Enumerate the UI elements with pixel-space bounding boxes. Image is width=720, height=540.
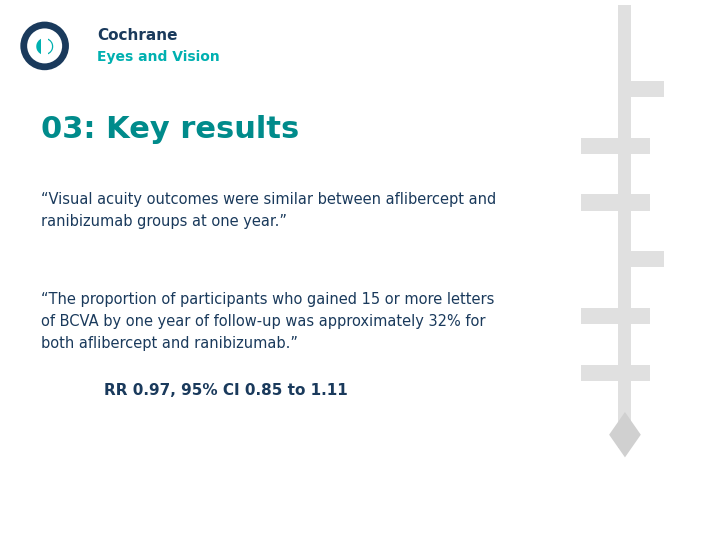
- Text: “The proportion of participants who gained 15 or more letters
of BCVA by one yea: “The proportion of participants who gain…: [41, 292, 495, 351]
- FancyBboxPatch shape: [625, 81, 665, 97]
- Ellipse shape: [27, 29, 62, 63]
- FancyBboxPatch shape: [41, 32, 48, 59]
- Text: “Visual acuity outcomes were similar between aflibercept and
ranibizumab groups : “Visual acuity outcomes were similar bet…: [41, 192, 496, 229]
- FancyBboxPatch shape: [582, 194, 649, 211]
- FancyBboxPatch shape: [582, 364, 649, 381]
- FancyBboxPatch shape: [618, 5, 631, 448]
- Text: RR 0.97, 95% CI 0.85 to 1.11: RR 0.97, 95% CI 0.85 to 1.11: [104, 383, 348, 399]
- Text: Eyes and Vision: Eyes and Vision: [97, 50, 220, 64]
- FancyBboxPatch shape: [582, 138, 649, 154]
- Text: Cochrane: Cochrane: [97, 28, 178, 43]
- Text: 03: Key results: 03: Key results: [41, 115, 300, 144]
- FancyBboxPatch shape: [625, 251, 665, 267]
- FancyBboxPatch shape: [582, 308, 649, 324]
- Ellipse shape: [20, 22, 69, 70]
- Text: ◐: ◐: [35, 36, 54, 56]
- Polygon shape: [609, 412, 641, 457]
